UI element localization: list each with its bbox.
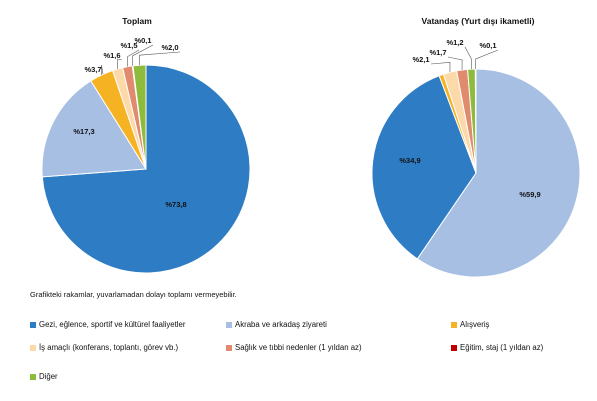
slice-label: %2,0 xyxy=(161,43,178,52)
legend-item: Akraba ve arkadaş ziyareti xyxy=(226,320,327,329)
legend-swatch xyxy=(226,321,232,328)
slice-label: %73,8 xyxy=(165,200,186,209)
legend-item: Eğitim, staj (1 yıldan az) xyxy=(451,343,543,352)
leader-line xyxy=(139,51,181,66)
legend-item: Diğer xyxy=(30,372,58,381)
leader-line xyxy=(117,58,123,69)
slice-label: %34,9 xyxy=(399,156,420,165)
legend-item: Sağlık ve tıbbi nedenler (1 yıldan az) xyxy=(226,343,362,352)
slice-label: %0,1 xyxy=(134,36,151,45)
pie-slice xyxy=(371,75,477,260)
leader-line xyxy=(430,61,451,73)
pie-slice xyxy=(41,80,147,178)
legend-label: İş amaçlı (konferans, toplantı, görev vb… xyxy=(39,343,179,352)
legend-label: Akraba ve arkadaş ziyareti xyxy=(235,320,327,329)
slice-label: %1,7 xyxy=(429,48,446,57)
legend-swatch xyxy=(30,344,36,351)
legend-item: İş amaçlı (konferans, toplantı, görev vb… xyxy=(30,343,178,352)
legend-label: Diğer xyxy=(39,372,58,381)
pie-slice xyxy=(416,68,581,278)
leader-line xyxy=(447,56,463,70)
legend-swatch xyxy=(451,344,457,351)
slice-label: %1,2 xyxy=(446,38,463,47)
leader-line xyxy=(127,49,140,67)
legend-label: Gezi, eğlence, sportif ve kültürel faali… xyxy=(39,320,186,329)
slice-label: %1,6 xyxy=(103,51,120,60)
legend-label: Alışveriş xyxy=(460,320,490,329)
leader-line xyxy=(464,46,472,70)
slice-label: %59,9 xyxy=(519,190,540,199)
slice-label: %17,3 xyxy=(73,127,94,136)
legend-label: Eğitim, staj (1 yıldan az) xyxy=(460,343,544,352)
leader-line xyxy=(101,64,104,76)
slice-label: %2,1 xyxy=(412,55,429,64)
legend-label: Sağlık ve tıbbi nedenler (1 yıldan az) xyxy=(235,343,362,352)
legend-swatch xyxy=(30,321,36,328)
legend-swatch xyxy=(30,373,36,380)
leader-line xyxy=(132,44,154,66)
slice-label: %1,5 xyxy=(120,41,137,50)
slice-label: %0,1 xyxy=(479,41,496,50)
legend-item: Alışveriş xyxy=(451,320,489,329)
legend-swatch xyxy=(451,321,457,328)
chart-title: Toplam xyxy=(122,16,152,26)
leader-line xyxy=(475,49,499,70)
legend-item: Gezi, eğlence, sportif ve kültürel faali… xyxy=(30,320,185,329)
legend-swatch xyxy=(226,344,232,351)
pie-slice xyxy=(474,68,477,174)
chart-title: Vatandaş (Yurt dışı ikametli) xyxy=(422,16,535,26)
slice-label: %3,7 xyxy=(84,65,101,74)
rounding-note: Grafikteki rakamlar, yuvarlamadan dolayı… xyxy=(30,290,237,299)
